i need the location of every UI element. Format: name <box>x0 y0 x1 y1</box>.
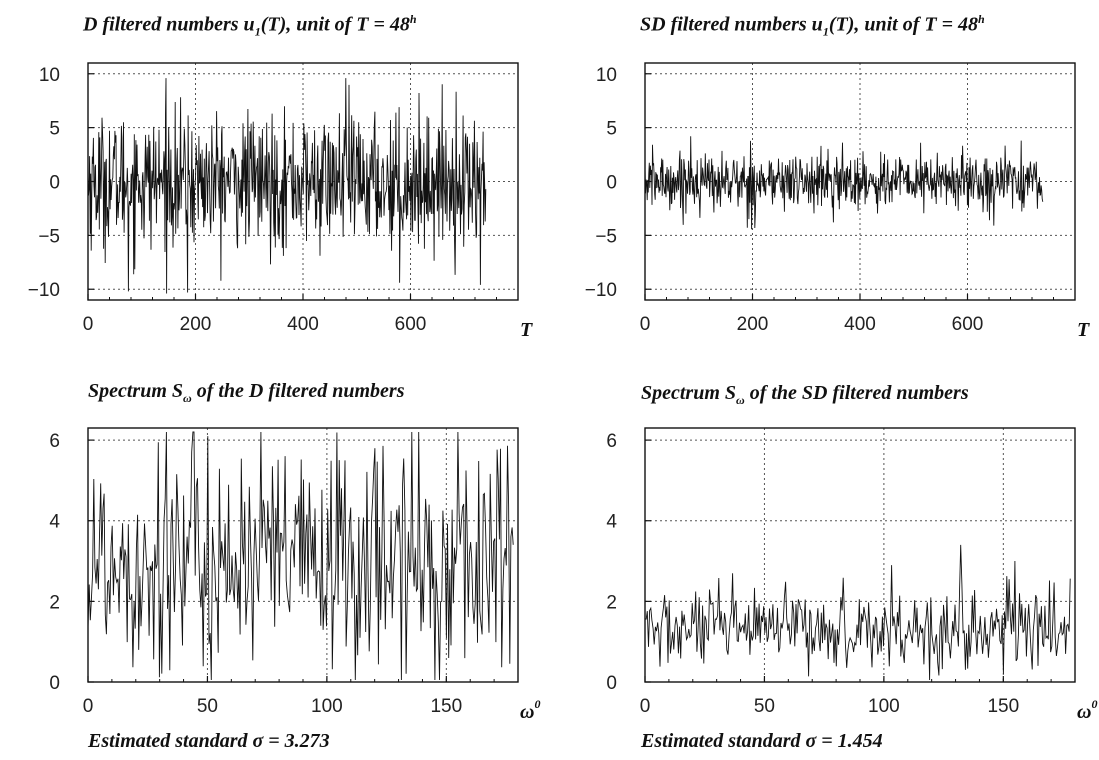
tick-label-x: 400 <box>287 314 319 335</box>
axis-label-x: T <box>1077 319 1090 341</box>
axis-label-x-superscript: 0 <box>1091 697 1097 711</box>
tick-label-y: 2 <box>606 592 617 613</box>
tick-label-x: 100 <box>311 696 343 717</box>
tick-label-x: 150 <box>987 696 1019 717</box>
panel-title-sd-series: SD filtered numbers u1(T), unit of T = 4… <box>640 12 985 40</box>
chart-panel-4: 0 50 100 150 0 2 4 6 ω0 <box>606 427 1097 723</box>
tick-label-x: 50 <box>197 696 218 717</box>
data-series-line <box>644 544 1071 681</box>
tick-label-y: 0 <box>49 173 60 194</box>
footer-sigma-sd: Estimated standard σ = 1.454 <box>641 730 883 752</box>
title-subscript: 1 <box>822 24 829 39</box>
plot-frame <box>644 427 1076 683</box>
title-text: (T), unit of T = 48 <box>828 13 978 36</box>
tick-label-y: 0 <box>606 173 617 194</box>
tick-label-x: 0 <box>83 314 94 335</box>
tick-label-x: 50 <box>754 696 775 717</box>
title-text: SD filtered numbers u <box>640 13 823 36</box>
tick-label-x: 600 <box>395 314 427 335</box>
tick-label-y: −5 <box>595 226 617 247</box>
tick-label-x: 400 <box>844 314 876 335</box>
data-series-line <box>87 78 487 294</box>
panel-title-d-spectrum: Spectrum Sω of the D filtered numbers <box>88 380 405 406</box>
tick-label-x: 0 <box>83 696 94 717</box>
tick-label-y: 6 <box>49 431 60 452</box>
tick-label-y: 4 <box>606 512 617 533</box>
title-text: of the D filtered numbers <box>191 380 405 402</box>
axis-label-x: ω0 <box>520 697 540 723</box>
panel-title-d-series: D filtered numbers u1(T), unit of T = 48… <box>83 12 417 40</box>
tick-label-y: 5 <box>49 119 60 140</box>
data-series-line <box>87 431 514 681</box>
title-subscript: ω <box>736 393 745 407</box>
tick-label-x: 100 <box>868 696 900 717</box>
axis-label-x: ω0 <box>1077 697 1097 723</box>
title-text: Spectrum S <box>88 380 184 402</box>
title-text: (T), unit of T = 48 <box>260 13 410 36</box>
tick-label-x: 0 <box>640 696 651 717</box>
title-subscript: ω <box>183 391 192 405</box>
panel-title-sd-spectrum: Spectrum Sω of the SD filtered numbers <box>641 382 969 408</box>
tick-label-y: 10 <box>596 65 617 86</box>
title-subscript: 1 <box>254 24 261 39</box>
title-text: Spectrum S <box>641 382 737 404</box>
tick-label-y: −5 <box>38 226 60 247</box>
tick-label-x: 150 <box>430 696 462 717</box>
data-series-line <box>644 136 1044 230</box>
chart-panel-1: 0 200 400 600 −10 −5 0 5 10 T <box>28 62 533 341</box>
tick-label-x: 200 <box>737 314 769 335</box>
tick-label-y: 0 <box>49 673 60 694</box>
tick-label-y: 4 <box>49 512 60 533</box>
footer-sigma-d: Estimated standard σ = 3.273 <box>88 730 330 752</box>
axis-label-x: T <box>520 319 533 341</box>
tick-label-y: 2 <box>49 592 60 613</box>
tick-label-y: −10 <box>28 280 60 301</box>
tick-label-y: 0 <box>606 673 617 694</box>
title-superscript: h <box>409 12 417 26</box>
tick-label-x: 0 <box>640 314 651 335</box>
title-text: of the SD filtered numbers <box>744 382 969 404</box>
tick-label-y: 5 <box>606 119 617 140</box>
tick-label-y: −10 <box>585 280 617 301</box>
axis-label-x-superscript: 0 <box>534 697 540 711</box>
chart-panel-3: 0 50 100 150 0 2 4 6 ω0 <box>49 427 540 723</box>
title-text: D filtered numbers u <box>83 13 255 36</box>
chart-panel-2: 0 200 400 600 −10 −5 0 5 10 T <box>585 62 1090 341</box>
tick-label-x: 600 <box>952 314 984 335</box>
tick-label-y: 6 <box>606 431 617 452</box>
tick-label-x: 200 <box>180 314 212 335</box>
title-superscript: h <box>977 12 985 26</box>
tick-label-y: 10 <box>39 65 60 86</box>
